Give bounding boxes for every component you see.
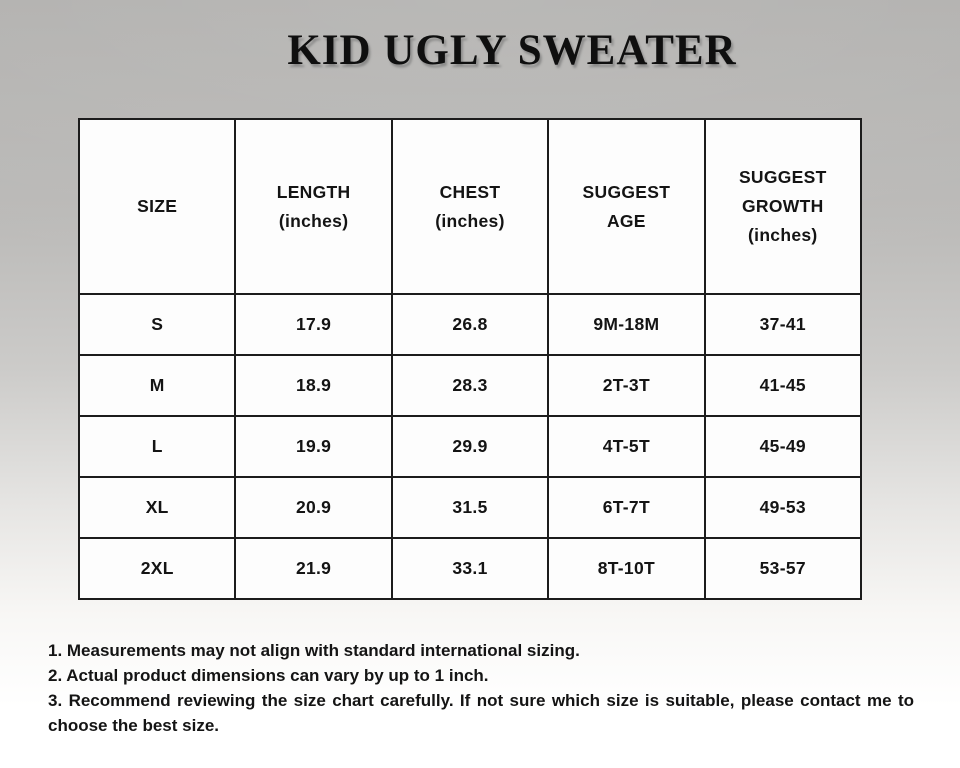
table-row-l: L 19.9 29.9 4T-5T 45-49: [77, 415, 863, 478]
cell-length: 20.9: [234, 476, 393, 539]
table-header: SIZE LENGTH (inches) CHEST (inches) SUGG…: [77, 118, 863, 295]
cell-age: 4T-5T: [547, 415, 706, 478]
cell-length: 18.9: [234, 354, 393, 417]
cell-growth: 45-49: [703, 415, 863, 478]
cell-chest: 33.1: [390, 537, 550, 600]
cell-growth: 53-57: [703, 537, 863, 600]
column-header-length: LENGTH (inches): [234, 118, 393, 295]
cell-age: 9M-18M: [547, 293, 706, 356]
table-row-2xl: 2XL 21.9 33.1 8T-10T 53-57: [77, 537, 863, 600]
header-unit: (inches): [278, 210, 349, 231]
cell-growth: 41-45: [703, 354, 863, 417]
cell-growth: 37-41: [703, 293, 863, 356]
header-line: GROWTH: [742, 196, 824, 216]
cell-chest: 29.9: [390, 415, 550, 478]
header-unit: (inches): [435, 210, 505, 231]
cell-length: 21.9: [234, 537, 393, 600]
header-line: LENGTH: [276, 181, 351, 202]
table-body: S 17.9 26.8 9M-18M 37-41 M 18.9 28.3 2T-…: [77, 293, 863, 600]
header-line: SUGGEST: [738, 167, 827, 187]
cell-chest: 26.8: [390, 293, 550, 356]
header-line: SIZE: [137, 196, 178, 216]
note-line-1: 1. Measurements may not align with stand…: [48, 641, 580, 660]
cell-age: 6T-7T: [547, 476, 706, 539]
note-line-2: 2. Actual product dimensions can vary by…: [48, 666, 489, 685]
table-row-xl: XL 20.9 31.5 6T-7T 49-53: [77, 476, 863, 539]
cell-age: 8T-10T: [547, 537, 706, 600]
header-unit: (inches): [748, 225, 818, 245]
table-row-m: M 18.9 28.3 2T-3T 41-45: [77, 354, 863, 417]
cell-size: L: [77, 415, 237, 478]
header-line: AGE: [606, 210, 646, 231]
cell-chest: 28.3: [390, 354, 550, 417]
cell-size: 2XL: [77, 537, 237, 600]
size-chart-table: SIZE LENGTH (inches) CHEST (inches) SUGG…: [77, 118, 863, 600]
cell-chest: 31.5: [390, 476, 550, 539]
column-header-suggest-growth: SUGGEST GROWTH (inches): [703, 118, 863, 295]
cell-length: 19.9: [234, 415, 393, 478]
table-row-s: S 17.9 26.8 9M-18M 37-41: [77, 293, 863, 356]
cell-growth: 49-53: [703, 476, 863, 539]
cell-size: S: [77, 293, 237, 356]
size-chart-notes: 1. Measurements may not align with stand…: [48, 638, 914, 738]
column-header-suggest-age: SUGGEST AGE: [547, 118, 706, 295]
header-line: CHEST: [439, 181, 501, 202]
cell-size: M: [77, 354, 237, 417]
cell-length: 17.9: [234, 293, 393, 356]
header-row: SIZE LENGTH (inches) CHEST (inches) SUGG…: [77, 118, 863, 295]
cell-age: 2T-3T: [547, 354, 706, 417]
note-line-3: 3. Recommend reviewing the size chart ca…: [48, 691, 914, 735]
header-line: SUGGEST: [582, 181, 671, 202]
column-header-size: SIZE: [77, 118, 237, 295]
cell-size: XL: [77, 476, 237, 539]
page-title: KID UGLY SWEATER: [287, 27, 737, 74]
column-header-chest: CHEST (inches): [390, 118, 550, 295]
